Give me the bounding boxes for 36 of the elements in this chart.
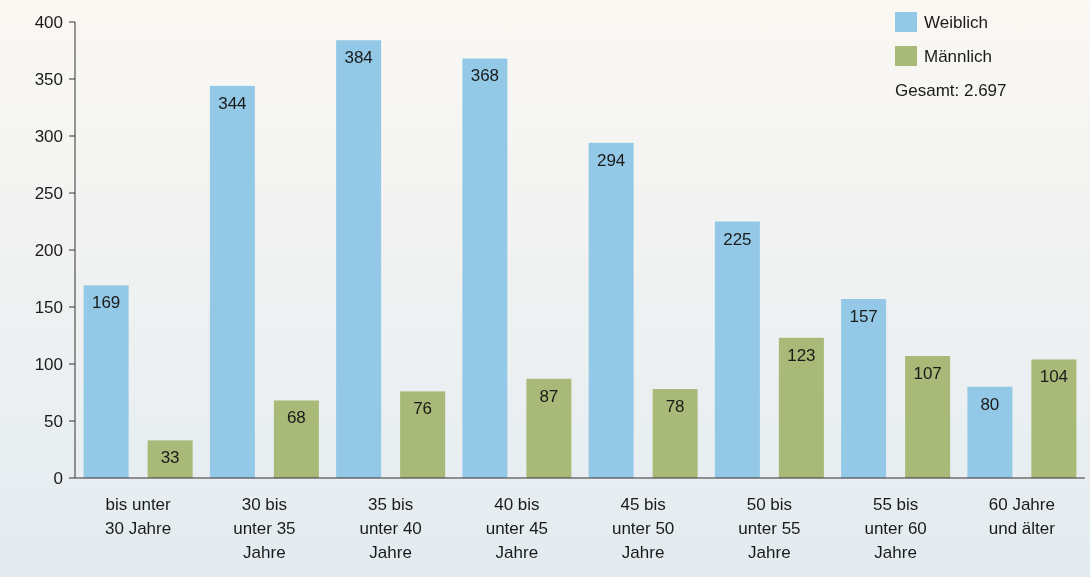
data-label: 384	[344, 48, 373, 68]
legend-label: Weiblich	[924, 12, 988, 32]
y-tick-label: 0	[53, 468, 63, 488]
data-label: 107	[913, 364, 942, 384]
y-tick-label: 300	[34, 126, 63, 146]
data-label: 80	[980, 394, 1000, 414]
y-tick-label: 50	[44, 411, 63, 431]
y-tick-label: 350	[34, 69, 63, 89]
data-label: 104	[1039, 367, 1069, 387]
data-label: 225	[723, 229, 752, 249]
data-label: 123	[787, 345, 816, 365]
data-label: 68	[286, 408, 306, 428]
x-tick-label: 45 bis unter 50 Jahre	[611, 495, 675, 562]
y-tick-label: 100	[34, 354, 63, 374]
x-tick-label: bis unter 30 Jahre	[105, 495, 172, 538]
x-tick-label: 50 bis unter 55 Jahre	[738, 495, 801, 562]
y-tick-label: 250	[34, 183, 63, 203]
data-label: 78	[665, 397, 685, 417]
data-label: 368	[470, 66, 500, 86]
x-tick-label: 30 bis unter 35 Jahre	[233, 495, 296, 562]
y-tick-label: 200	[34, 240, 63, 260]
data-label: 169	[91, 293, 121, 313]
data-label: 76	[413, 399, 433, 419]
x-tick-label: 55 bis unter 60 Jahre	[864, 495, 927, 562]
data-label: 344	[218, 93, 247, 113]
annotation: Gesamt: 2.697	[895, 80, 1007, 100]
legend-label: Männlich	[924, 46, 993, 66]
y-tick-label: 150	[34, 297, 63, 317]
y-tick-label: 400	[34, 12, 63, 32]
data-label: 294	[596, 150, 626, 170]
data-label: 87	[539, 386, 559, 406]
x-tick-label: 35 bis unter 40 Jahre	[359, 495, 422, 562]
data-label: 33	[160, 448, 180, 468]
x-tick-label: 40 bis unter 45 Jahre	[485, 495, 549, 562]
data-label: 157	[849, 307, 878, 327]
x-tick-label: 60 Jahre und älter	[988, 495, 1056, 538]
